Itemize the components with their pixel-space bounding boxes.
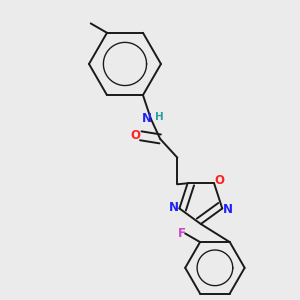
Text: O: O <box>130 129 140 142</box>
Text: N: N <box>223 202 233 216</box>
Text: H: H <box>155 112 164 122</box>
Text: O: O <box>215 174 225 187</box>
Text: N: N <box>142 112 152 125</box>
Text: N: N <box>169 201 179 214</box>
Text: F: F <box>177 227 185 240</box>
